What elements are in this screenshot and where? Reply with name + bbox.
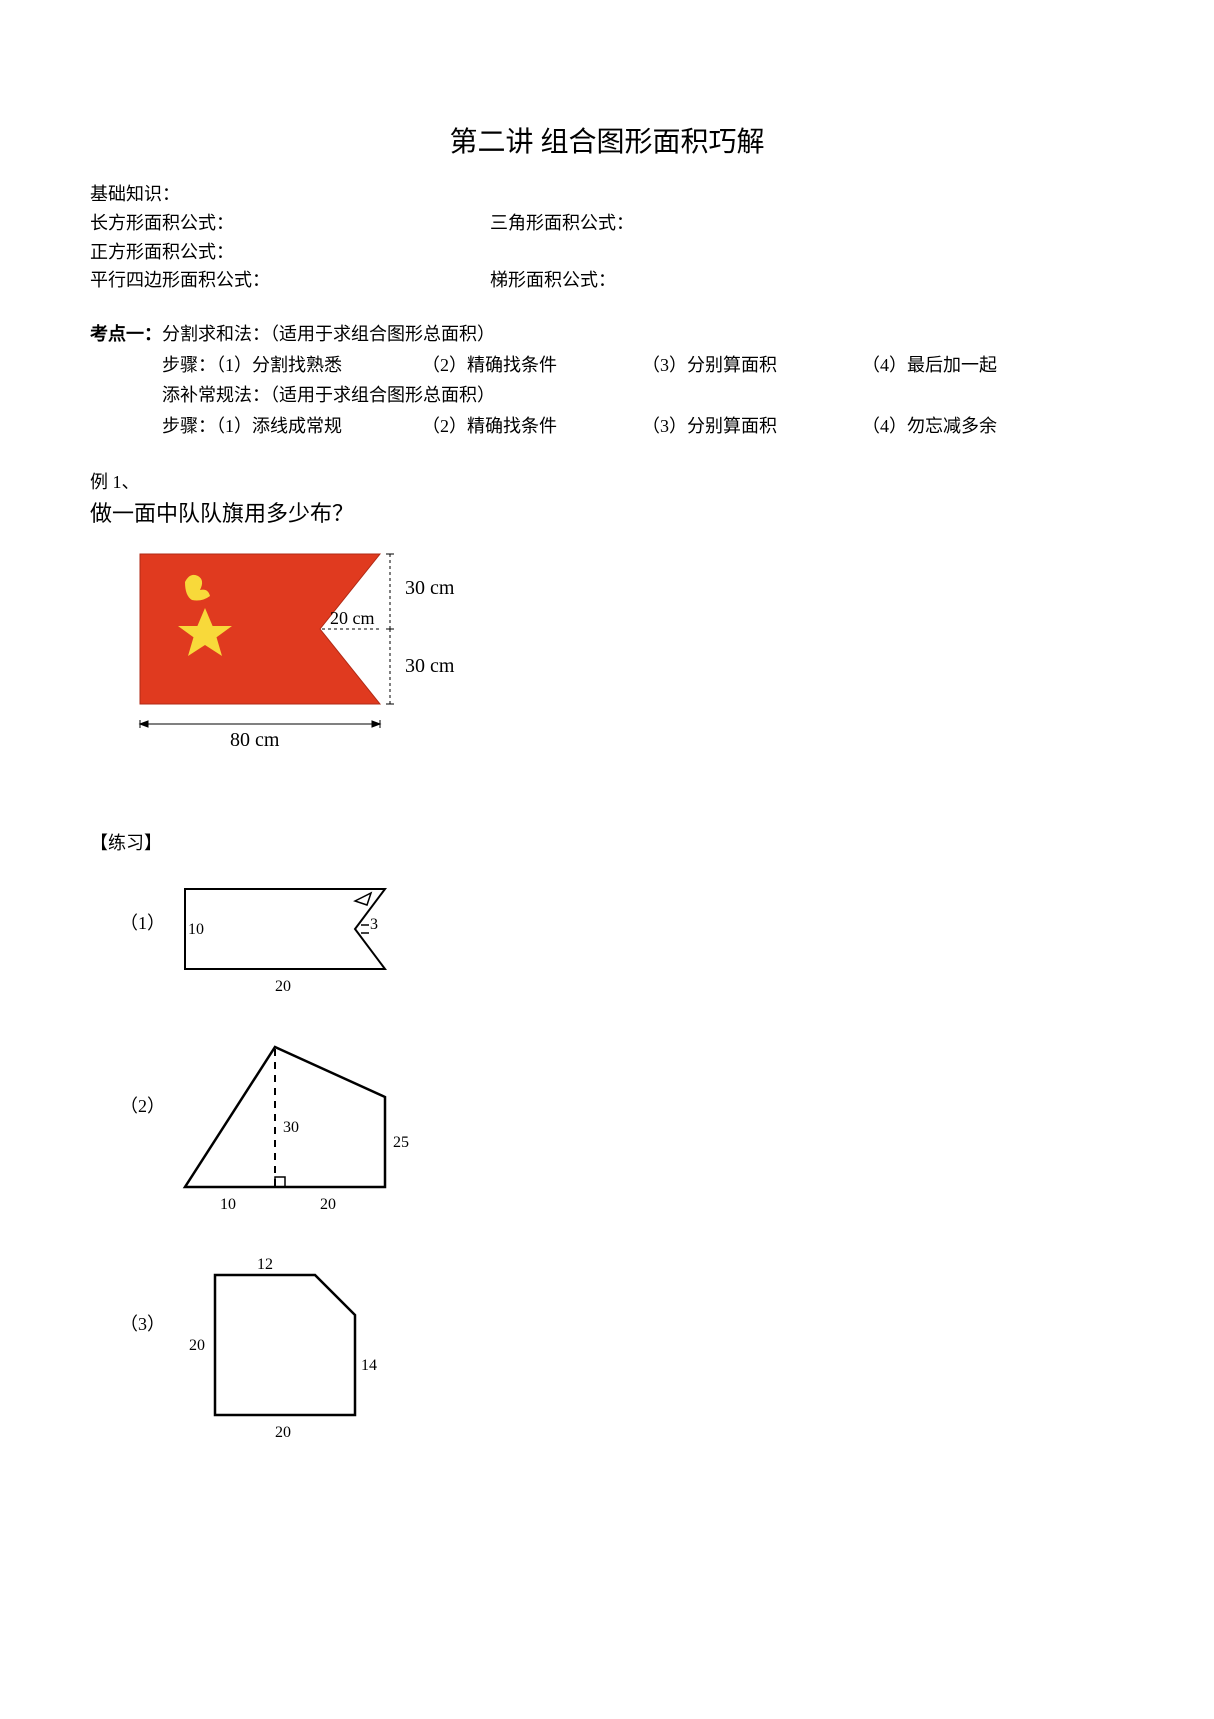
m2-step2: （2）精确找条件: [422, 411, 642, 442]
flag-label-mid: 20 cm: [330, 608, 375, 628]
shape3-right: 14: [361, 1357, 377, 1374]
kaodian-label: 考点一：: [90, 324, 162, 344]
formula-triangle: 三角形面积公式：: [490, 209, 634, 238]
example-label: 例 1、: [90, 468, 1124, 494]
shape3-left: 20: [189, 1337, 205, 1354]
shape1-bottom: 20: [275, 978, 291, 995]
basics-section: 基础知识： 长方形面积公式： 三角形面积公式： 正方形面积公式： 平行四边形面积…: [90, 180, 1124, 295]
flag-label-width: 80 cm: [230, 729, 280, 751]
shape1-notch: 3: [370, 916, 378, 933]
m1-step1: 步骤：（1）分割找熟悉: [162, 350, 422, 381]
formula-square: 正方形面积公式：: [90, 238, 1124, 267]
m1-step4: （4）最后加一起: [862, 350, 997, 381]
practice-label: 【练习】: [90, 829, 1124, 855]
basics-heading: 基础知识：: [90, 180, 1124, 209]
shape2-leftbase: 10: [220, 1196, 236, 1213]
page-title: 第二讲 组合图形面积巧解: [90, 120, 1124, 160]
m2-step4: （4）勿忘减多余: [862, 411, 997, 442]
practice-num-2: （2）: [120, 1092, 165, 1118]
m1-step3: （3）分别算面积: [642, 350, 862, 381]
formula-parallelogram: 平行四边形面积公式：: [90, 266, 490, 295]
shape3-top: 12: [257, 1256, 273, 1273]
shape-1: 10 3 20: [175, 879, 405, 1009]
shape2-rightbase: 20: [320, 1196, 336, 1213]
formula-rect: 长方形面积公式：: [90, 209, 490, 238]
method1-name: 分割求和法：（适用于求组合图形总面积）: [162, 324, 495, 344]
practice-num-3: （3）: [120, 1310, 165, 1336]
m2-step1: 步骤：（1）添线成常规: [162, 411, 422, 442]
shape3-bottom: 20: [275, 1424, 291, 1441]
formula-trapezoid: 梯形面积公式：: [490, 266, 616, 295]
shape-3: 12 20 14 20: [175, 1255, 395, 1455]
method2-name: 添补常规法：（适用于求组合图形总面积）: [90, 380, 1124, 411]
shape2-right: 25: [393, 1134, 409, 1151]
practice-item-3: （3） 12 20 14 20: [120, 1255, 1124, 1455]
method1-steps: 步骤：（1）分割找熟悉 （2）精确找条件 （3）分别算面积 （4）最后加一起: [90, 350, 1124, 381]
practice-item-1: （1） 10 3 20: [120, 879, 1124, 1009]
flag-diagram: 30 cm 20 cm 30 cm 80 cm: [130, 544, 1124, 779]
flag-label-bottom: 30 cm: [405, 655, 455, 677]
example-question: 做一面中队队旗用多少布？: [90, 496, 1124, 528]
practice-item-2: （2） 30 25 10 20: [120, 1037, 1124, 1227]
shape1-left: 10: [188, 921, 204, 938]
method2-steps: 步骤：（1）添线成常规 （2）精确找条件 （3）分别算面积 （4）勿忘减多余: [90, 411, 1124, 442]
flag-label-top: 30 cm: [405, 577, 455, 599]
m2-step3: （3）分别算面积: [642, 411, 862, 442]
practice-num-1: （1）: [120, 909, 165, 935]
m1-step2: （2）精确找条件: [422, 350, 642, 381]
shape-2: 30 25 10 20: [175, 1037, 425, 1227]
shape2-height: 30: [283, 1119, 299, 1136]
kaodian-section: 考点一：分割求和法：（适用于求组合图形总面积） 步骤：（1）分割找熟悉 （2）精…: [90, 319, 1124, 441]
